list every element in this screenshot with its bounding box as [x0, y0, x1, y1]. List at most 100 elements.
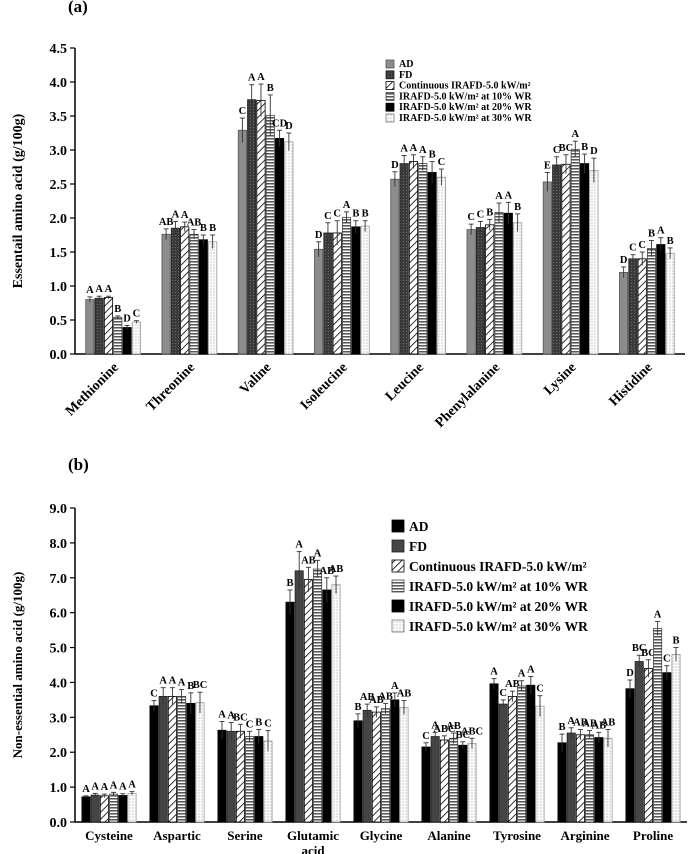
chart-b-x-tick-label: Cysteine	[85, 828, 133, 843]
chart-a-bar-methionine-s4	[122, 327, 132, 355]
chart-a-significance-letter: C	[629, 243, 637, 254]
chart-b-bar-aspartic-s2	[167, 696, 177, 823]
chart-b-significance-letter: A	[295, 540, 303, 551]
chart-b-significance-letter: C	[264, 719, 272, 730]
chart-a-significance-letter: C	[333, 209, 341, 220]
chart-b-bar-serine-s1	[226, 730, 236, 823]
chart-b-x-tick-label: Aspartic	[153, 828, 201, 843]
chart-b-x-tick-label: Glycine	[360, 828, 403, 843]
chart-b-y-tick-label: 3.0	[50, 711, 68, 726]
chart-b-legend-swatch-0	[391, 519, 405, 533]
chart-b-significance-letter: AB	[369, 695, 384, 706]
chart-a-legend-swatch-4	[385, 102, 395, 112]
chart-a-significance-letter: A	[172, 209, 180, 220]
chart-a-bar-isoleucine-s2	[332, 232, 342, 355]
chart-b-y-tick-label: 0.0	[50, 816, 68, 831]
chart-b-significance-letter: B	[558, 722, 565, 733]
chart-b-significance-letter: AB	[329, 564, 344, 575]
non-essential-amino-acid-chart: 0.0 1.0 2.0 3.0 4.0 5.0 6.0 7.0 8.0 9.0 Non-essent…	[10, 502, 687, 854]
chart-b-significance-letter: BC	[632, 643, 647, 654]
chart-a-legend-label-0: AD	[399, 59, 413, 70]
chart-b-bar-serine-s5	[263, 740, 273, 823]
chart-b-bar-glycine-s3	[381, 708, 391, 823]
chart-a-bar-phenylalanine-s3	[494, 212, 504, 355]
chart-b-significance-letter: A	[527, 665, 535, 676]
chart-a-bar-valine-s3	[265, 114, 275, 355]
chart-a-significance-letter: AB	[187, 218, 202, 229]
chart-a-significance-letter: E	[544, 160, 551, 171]
chart-a-x-tick-label: Threonine	[144, 360, 198, 414]
chart-b-bar-aspartic-s0	[149, 705, 159, 823]
chart-a-significance-letter: A	[657, 226, 665, 237]
chart-b-bar-glutamic-acid-s4	[322, 589, 332, 823]
chart-a-significance-letter: D	[391, 160, 399, 171]
chart-a-bar-histidine-s0	[619, 271, 629, 355]
chart-b-bar-glycine-s5	[399, 707, 409, 823]
chart-a-significance-letter: B	[114, 304, 121, 315]
chart-b-bar-cysteine-s5	[127, 792, 137, 823]
chart-a-legend-swatch-3	[385, 92, 395, 101]
chart-a-y-tick-label: 0.0	[50, 348, 68, 363]
chart-a-y-tick-label: 0.5	[50, 314, 68, 329]
chart-a-significance-letter: B	[514, 202, 521, 213]
chart-b-bar-glutamic-acid-s0	[285, 601, 295, 823]
chart-b-bar-serine-s2	[235, 730, 245, 823]
chart-b-bar-tyrosine-s4	[526, 684, 536, 823]
chart-b-significance-letter: A	[169, 676, 177, 687]
chart-b-bar-aspartic-s5	[195, 702, 205, 823]
chart-b-bar-tyrosine-s1	[498, 703, 508, 823]
chart-a-legend-swatch-0	[385, 59, 395, 69]
chart-a-bar-valine-s1	[247, 99, 257, 355]
chart-a-significance-letter: B	[209, 223, 216, 234]
chart-a-bar-leucine-s4	[427, 172, 437, 355]
chart-a-bar-lysine-s2	[561, 163, 571, 355]
chart-b-legend-label-4: IRAFD-5.0 kW/m² at 20% WR	[409, 599, 588, 614]
chart-b-bar-glutamic-acid-s3	[313, 568, 323, 823]
chart-b-legend-label-3: IRAFD-5.0 kW/m² at 10% WR	[409, 579, 588, 594]
chart-b-legend-swatch-1	[391, 539, 405, 553]
chart-a-x-tick-label: Methionine	[63, 360, 122, 419]
chart-b-significance-letter: A	[101, 782, 109, 793]
chart-a-bar-histidine-s2	[637, 258, 647, 355]
chart-a-bar-leucine-s3	[418, 163, 428, 355]
chart-b-bar-glutamic-acid-s5	[331, 584, 341, 823]
chart-b-y-tick-label: 7.0	[50, 572, 68, 587]
chart-a-bar-valine-s5	[284, 141, 294, 355]
chart-b-bar-glutamic-acid-s1	[294, 570, 304, 823]
chart-b-bar-aspartic-s1	[158, 696, 168, 823]
chart-b-bar-alanine-s4	[458, 744, 468, 823]
chart-b-x-tick-label: Arginine	[560, 828, 609, 843]
chart-a-significance-letter: A	[400, 143, 408, 154]
chart-b-significance-letter: C	[499, 688, 507, 699]
chart-a-significance-letter: AB	[159, 217, 174, 228]
chart-b-significance-letter: AB	[573, 718, 588, 729]
chart-b-bar-arginine-s2	[575, 734, 585, 823]
chart-b-bar-cysteine-s0	[81, 796, 91, 823]
chart-a-y-tick-label: 2.5	[50, 178, 68, 193]
chart-a-bar-leucine-s5	[436, 176, 446, 355]
chart-a-bar-phenylalanine-s2	[485, 224, 495, 355]
chart-b-bar-tyrosine-s5	[535, 705, 545, 823]
chart-b-bar-proline-s4	[662, 672, 672, 823]
chart-b-bar-arginine-s5	[603, 737, 613, 823]
chart-b-significance-letter: A	[431, 720, 439, 731]
chart-a-legend-label-5: IRAFD-5.0 kW/m² at 30% WR	[399, 113, 532, 124]
chart-b-significance-letter: AB	[601, 718, 616, 729]
chart-a-bar-threonine-s0	[161, 233, 171, 355]
chart-a-bar-threonine-s1	[170, 227, 180, 355]
chart-a-bar-isoleucine-s4	[351, 226, 361, 355]
chart-b-bar-alanine-s3	[449, 737, 459, 823]
chart-b-legend-swatch-4	[391, 599, 405, 613]
chart-a-bar-leucine-s2	[408, 161, 419, 355]
chart-a-significance-letter: A	[105, 284, 113, 295]
chart-b-significance-letter: A	[218, 710, 226, 721]
chart-a-bar-valine-s0	[237, 129, 247, 355]
chart-a-bar-lysine-s1	[552, 164, 562, 355]
chart-a-significance-letter: B	[352, 209, 359, 220]
chart-a-significance-letter: C	[477, 209, 485, 220]
chart-b-y-tick-label: 4.0	[50, 676, 68, 691]
chart-b-bar-proline-s3	[653, 627, 663, 823]
chart-b-significance-letter: AB	[378, 691, 393, 702]
chart-a-bar-isoleucine-s3	[341, 216, 352, 355]
